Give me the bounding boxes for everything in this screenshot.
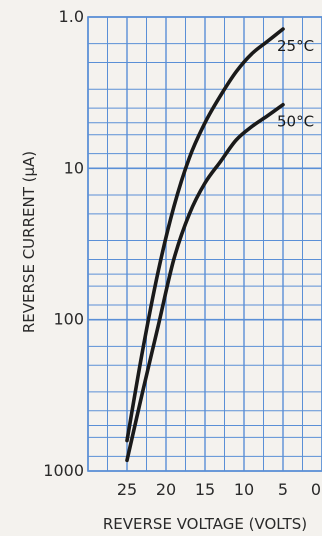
y-tick-label: 1.0 <box>59 7 84 26</box>
y-tick-labels: 1.0 10 100 1000 <box>43 7 84 480</box>
x-tick-label: 15 <box>195 480 215 499</box>
plot-frame <box>87 16 322 472</box>
series-label-50c: 50°C <box>277 113 314 131</box>
series-line-50c <box>125 102 285 463</box>
series-label-25c: 25°C <box>277 37 314 55</box>
y-tick-label: 100 <box>53 310 84 329</box>
x-axis-label: REVERSE VOLTAGE (VOLTS) <box>103 515 307 533</box>
series-curves: 25°C 50°C <box>125 27 314 463</box>
x-tick-label: 0 <box>311 480 321 499</box>
y-axis-label: REVERSE CURRENT (μA) <box>20 151 38 333</box>
x-tick-label: 25 <box>117 480 137 499</box>
x-tick-label: 10 <box>234 480 254 499</box>
y-tick-label: 1000 <box>43 461 84 480</box>
x-tick-labels: 25 20 15 10 5 0 <box>117 480 321 499</box>
grid-lines <box>87 16 322 472</box>
x-tick-label: 20 <box>156 480 176 499</box>
x-tick-label: 5 <box>278 480 288 499</box>
series-line-25c <box>125 27 285 443</box>
y-tick-label: 10 <box>64 158 84 177</box>
